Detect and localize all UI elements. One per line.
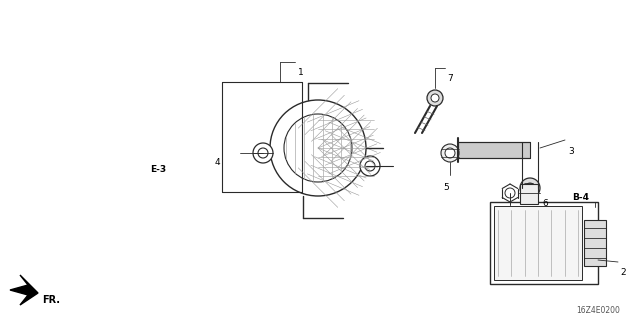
- Text: 1: 1: [298, 68, 304, 77]
- Circle shape: [427, 90, 443, 106]
- Circle shape: [284, 114, 352, 182]
- Circle shape: [431, 94, 439, 102]
- Circle shape: [360, 156, 380, 176]
- Circle shape: [270, 100, 366, 196]
- Text: B-4: B-4: [572, 193, 589, 202]
- Circle shape: [365, 161, 375, 171]
- Bar: [458, 142, 530, 158]
- Text: E-3: E-3: [150, 165, 166, 174]
- Circle shape: [505, 188, 515, 198]
- Circle shape: [258, 148, 268, 158]
- Text: 3: 3: [568, 147, 573, 156]
- Circle shape: [253, 143, 273, 163]
- Circle shape: [445, 148, 455, 158]
- Polygon shape: [10, 275, 38, 305]
- Text: 7: 7: [447, 74, 452, 83]
- Text: 6: 6: [542, 199, 548, 208]
- Circle shape: [520, 178, 540, 198]
- Text: 4: 4: [214, 158, 220, 167]
- Text: 2: 2: [620, 268, 626, 277]
- Bar: [494, 206, 582, 280]
- Text: FR.: FR.: [42, 295, 60, 305]
- Circle shape: [441, 144, 459, 162]
- Circle shape: [525, 183, 535, 193]
- Bar: [584, 220, 606, 266]
- Text: 16Z4E0200: 16Z4E0200: [576, 306, 620, 315]
- Bar: [520, 184, 538, 204]
- Text: 5: 5: [443, 183, 449, 192]
- Bar: [490, 202, 598, 284]
